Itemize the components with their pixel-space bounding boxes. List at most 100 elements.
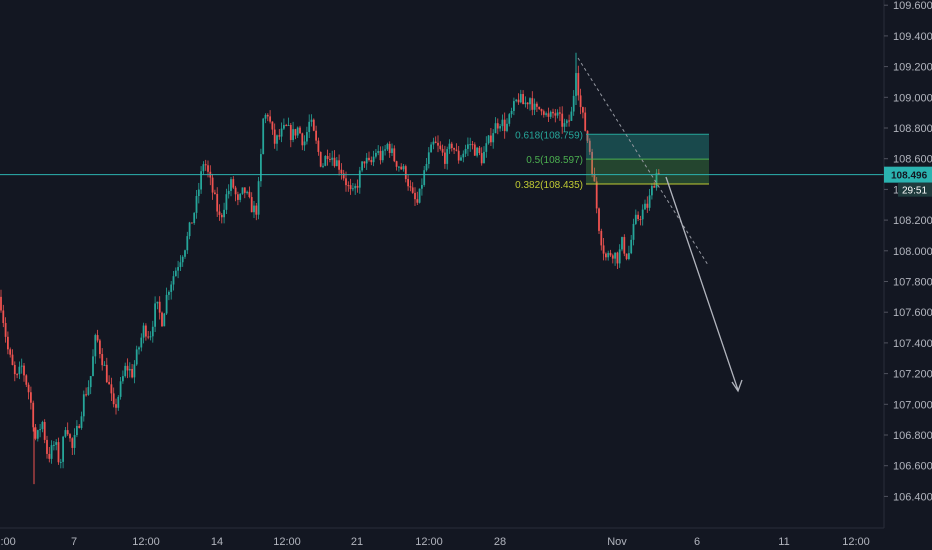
candle-body bbox=[283, 125, 285, 129]
candle-body bbox=[76, 425, 78, 436]
candle-body bbox=[657, 172, 660, 174]
candle-body bbox=[18, 366, 21, 375]
candle-body bbox=[469, 144, 472, 146]
candle-body bbox=[345, 178, 347, 186]
candle-body bbox=[260, 154, 262, 182]
candle-body bbox=[448, 143, 451, 150]
candle-body bbox=[308, 121, 311, 133]
price-tick-label: 109.200 bbox=[893, 62, 932, 74]
time-axis[interactable]: 12:00 7 12:00 14 12:00 21 12:00 28 Nov 6 11 12:00 bbox=[0, 527, 884, 548]
fib-level-label: 0.5(108.597) bbox=[526, 155, 583, 166]
time-tick-label: 12:00 bbox=[415, 536, 443, 548]
fibonacci-retracement[interactable]: 0.618(108.759) 0.5(108.597) 0.382(108.435) bbox=[515, 130, 709, 191]
candle-body bbox=[588, 140, 591, 152]
candle-body bbox=[494, 123, 497, 134]
candle-body bbox=[234, 187, 237, 195]
candle-body bbox=[473, 144, 476, 156]
candle-body bbox=[372, 156, 375, 163]
candle-body bbox=[338, 160, 340, 170]
candle-body bbox=[145, 325, 147, 337]
candle-body bbox=[151, 326, 154, 337]
candle-body bbox=[577, 73, 580, 96]
candle-body bbox=[232, 179, 235, 188]
candle-body bbox=[36, 430, 39, 439]
candle-body bbox=[361, 161, 363, 171]
drawing-layer[interactable] bbox=[577, 57, 743, 393]
candle-body bbox=[285, 125, 288, 127]
candle-body bbox=[611, 255, 614, 259]
candle-body bbox=[126, 365, 129, 371]
current-price-tag: 108.496 29:51 bbox=[884, 166, 932, 197]
dashed-trend-line[interactable] bbox=[577, 57, 709, 266]
candle-body bbox=[289, 124, 292, 140]
candle-body bbox=[110, 384, 113, 394]
candle-body bbox=[186, 236, 189, 251]
candle-body bbox=[216, 193, 219, 212]
candle-body bbox=[122, 376, 124, 382]
candle-body bbox=[591, 151, 593, 174]
candle-body bbox=[99, 340, 101, 355]
candle-body bbox=[82, 394, 85, 417]
candle-body bbox=[165, 294, 168, 314]
fib-level-label: 0.618(108.759) bbox=[515, 130, 583, 141]
candle-body bbox=[404, 166, 407, 180]
candle-body bbox=[131, 368, 133, 378]
candle-body bbox=[464, 148, 467, 154]
candle-body bbox=[441, 148, 444, 153]
candle-body bbox=[16, 374, 18, 376]
candle-body bbox=[280, 128, 283, 137]
forecast-arrow-line[interactable] bbox=[665, 176, 739, 391]
candle-body bbox=[324, 155, 327, 166]
candle-body bbox=[243, 187, 246, 193]
candle-body bbox=[618, 249, 621, 264]
candle-body bbox=[586, 130, 589, 141]
price-axis[interactable]: 109.600 109.400 109.200 109.000 108.800 108.6… bbox=[883, 0, 932, 528]
time-tick-label: 21 bbox=[351, 536, 363, 548]
candle-body bbox=[455, 149, 458, 151]
price-tick-label: 106.400 bbox=[893, 491, 932, 503]
candle-body bbox=[391, 148, 393, 153]
candle-body bbox=[646, 203, 649, 208]
candle-body bbox=[239, 193, 242, 200]
time-tick-label: 11 bbox=[778, 536, 789, 548]
candle-body bbox=[319, 151, 322, 167]
candle-body bbox=[214, 192, 216, 194]
candle-body bbox=[418, 188, 421, 203]
candle-body bbox=[50, 445, 53, 459]
candle-body bbox=[310, 119, 313, 122]
price-tick-label: 108.800 bbox=[893, 123, 932, 135]
candle-body bbox=[582, 107, 584, 113]
candle-body bbox=[462, 153, 465, 158]
price-tick-label: 108.200 bbox=[893, 215, 932, 227]
candle-body bbox=[572, 95, 575, 112]
candle-body bbox=[101, 354, 104, 366]
candle-body bbox=[315, 130, 317, 141]
candle-body bbox=[411, 187, 414, 193]
candle-body bbox=[508, 114, 511, 124]
countdown-label: 29:51 bbox=[902, 186, 927, 197]
candle-body bbox=[379, 151, 382, 161]
candle-body bbox=[23, 365, 25, 376]
candle-body bbox=[648, 195, 651, 208]
candle-body bbox=[218, 211, 221, 215]
candle-body bbox=[30, 392, 32, 403]
candlestick-series bbox=[0, 52, 660, 485]
candle-body bbox=[427, 152, 430, 164]
candle-body bbox=[655, 172, 658, 188]
price-tick-label: 108.600 bbox=[893, 154, 932, 166]
candle-body bbox=[536, 103, 538, 107]
candle-body bbox=[156, 301, 159, 304]
candle-body bbox=[384, 149, 386, 151]
candle-body bbox=[57, 442, 60, 463]
price-tick-label: 107.400 bbox=[893, 338, 932, 350]
candle-body bbox=[96, 335, 99, 341]
candle-body bbox=[273, 129, 276, 144]
candle-body bbox=[501, 119, 504, 127]
candle-body bbox=[531, 98, 534, 110]
candle-body bbox=[570, 111, 573, 121]
candle-body bbox=[593, 173, 596, 182]
candle-body bbox=[416, 199, 419, 203]
candle-body bbox=[356, 185, 359, 188]
candle-body bbox=[299, 127, 301, 134]
